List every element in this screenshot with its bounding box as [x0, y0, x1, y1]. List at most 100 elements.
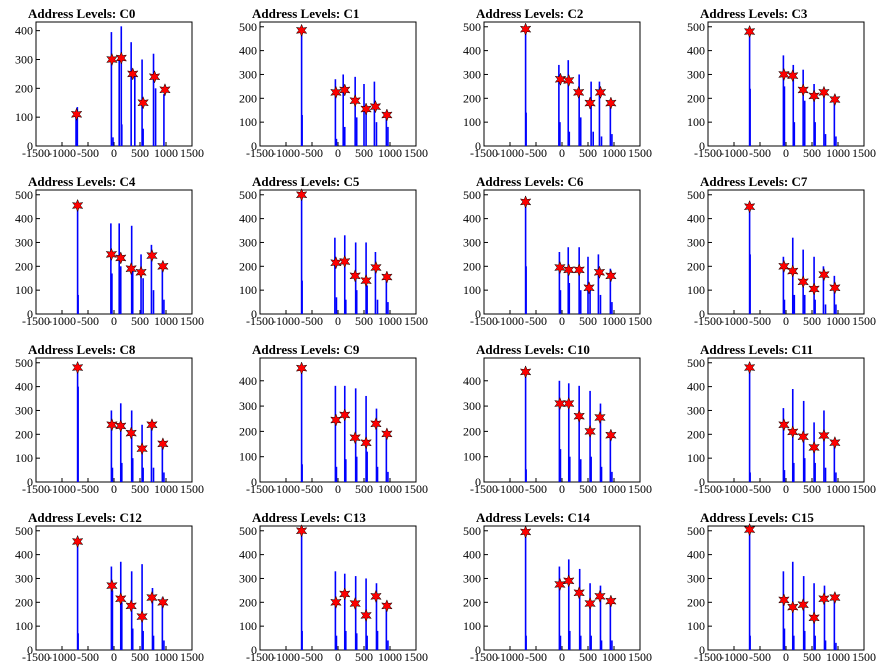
histogram-bar	[611, 640, 613, 650]
y-tick-label: 100	[15, 283, 33, 297]
level-marker	[295, 23, 308, 38]
x-tick-label: -500	[301, 482, 323, 496]
level-marker	[159, 83, 171, 97]
chart-svg: 0 100 200 300 400 500 -1500-1000 -500 0 500 1000 15…	[463, 188, 652, 328]
chart-panel: Address Levels: C10 0 100 200 300 400 -1500 -10…	[448, 336, 672, 504]
x-tick-label: 1000	[602, 482, 626, 496]
x-tick-label: 1500	[404, 482, 428, 496]
histogram-bar	[385, 112, 388, 146]
x-tick-label: 1500	[628, 146, 652, 160]
histogram-bar	[559, 290, 562, 314]
histogram-bar	[599, 585, 602, 650]
histogram-bar	[111, 590, 114, 650]
x-tick-label: -1000	[496, 650, 524, 664]
level-marker	[330, 85, 342, 100]
x-tick-label: -1500	[694, 650, 722, 664]
histogram-bar	[803, 294, 806, 314]
x-tick-label: 1000	[378, 314, 402, 328]
level-marker	[573, 409, 585, 423]
y-tick-label: 300	[463, 235, 481, 249]
histogram-bar	[345, 299, 347, 314]
chart-svg: 0 100 200 300 400 500 -1500-1000 -500 0 500 1000 15…	[239, 20, 428, 160]
chart-panel: Address Levels: C9 0 100 200 300 400 -1500 -100…	[224, 336, 448, 504]
x-tick-label: 0	[111, 482, 117, 496]
x-tick-label: -1500	[694, 314, 722, 328]
level-marker	[797, 275, 809, 289]
axes-frame	[483, 525, 641, 651]
histogram-bar	[387, 471, 389, 482]
histogram-bar	[824, 467, 827, 482]
y-tick-label: 0	[251, 139, 257, 153]
histogram-bar	[131, 628, 134, 650]
histogram-bar	[345, 630, 347, 650]
level-marker	[554, 396, 566, 411]
level-marker	[146, 248, 158, 263]
chart-title: Address Levels: C7	[700, 174, 808, 189]
level-marker	[370, 417, 382, 431]
level-marker	[778, 259, 790, 273]
x-tick-label: -500	[525, 146, 547, 160]
histogram-bar	[110, 223, 112, 314]
level-marker	[743, 360, 756, 375]
x-tick-label: 1000	[378, 146, 402, 160]
level-marker	[786, 425, 799, 439]
y-tick-label: 200	[463, 259, 481, 273]
level-marker	[584, 424, 596, 439]
x-tick-label: 1000	[826, 314, 850, 328]
y-tick-label: 100	[687, 283, 705, 297]
y-tick-label: 200	[239, 259, 257, 273]
y-tick-label: 100	[687, 451, 705, 465]
y-tick-label: 400	[463, 374, 481, 388]
x-tick-label: 1500	[404, 146, 428, 160]
axes-frame	[35, 357, 193, 483]
x-tick-label: -500	[749, 482, 771, 496]
level-marker	[594, 410, 606, 425]
y-tick-label: 400	[687, 44, 705, 58]
chart-panel: Address Levels: C0 0 100 200 300 400 -1500 -100…	[0, 0, 224, 168]
histogram-bar	[567, 60, 570, 146]
y-tick-label: 400	[239, 548, 257, 562]
x-tick-label: -500	[749, 650, 771, 664]
histogram-bar	[355, 456, 358, 482]
chart-title: Address Levels: C0	[28, 6, 136, 21]
histogram-bar	[121, 124, 123, 146]
level-marker	[786, 264, 799, 278]
x-tick-label: 0	[559, 482, 565, 496]
histogram-bar	[814, 462, 816, 482]
x-tick-label: 500	[355, 482, 373, 496]
histogram-bar	[559, 449, 562, 482]
x-tick-label: -1000	[272, 146, 300, 160]
chart-panel: Address Levels: C15 0 100 200 300 400 500 -1500…	[672, 504, 896, 672]
x-tick-label: -500	[525, 482, 547, 496]
histogram-bar	[118, 223, 120, 314]
histogram-bar	[342, 74, 344, 146]
chart-title: Address Levels: C6	[476, 174, 584, 189]
x-tick-label: 1500	[180, 482, 204, 496]
x-tick-label: 500	[803, 650, 821, 664]
level-marker	[349, 431, 361, 445]
histogram-bar	[119, 561, 122, 650]
level-marker	[778, 418, 790, 432]
histogram-bar	[590, 456, 592, 482]
histogram-bar	[366, 451, 368, 482]
histogram-bar	[525, 266, 527, 314]
level-marker	[519, 525, 532, 539]
axes-frame	[483, 189, 641, 315]
histogram-bar	[590, 81, 592, 146]
level-marker	[146, 590, 158, 605]
level-marker	[743, 200, 756, 214]
histogram-bar	[335, 635, 338, 650]
x-tick-label: 1000	[602, 314, 626, 328]
y-tick-label: 500	[15, 356, 33, 370]
x-tick-label: 500	[803, 482, 821, 496]
x-tick-label: 500	[579, 146, 597, 160]
level-marker	[593, 265, 606, 279]
level-marker	[338, 408, 351, 422]
chart-panel: Address Levels: C11 0 100 200 300 400 500 -1500…	[672, 336, 896, 504]
histogram-bar	[334, 385, 337, 482]
y-tick-label: 100	[463, 283, 481, 297]
x-tick-label: 1500	[852, 482, 876, 496]
x-tick-label: 0	[783, 314, 789, 328]
y-tick-label: 100	[463, 115, 481, 129]
x-tick-label: 1000	[378, 650, 402, 664]
